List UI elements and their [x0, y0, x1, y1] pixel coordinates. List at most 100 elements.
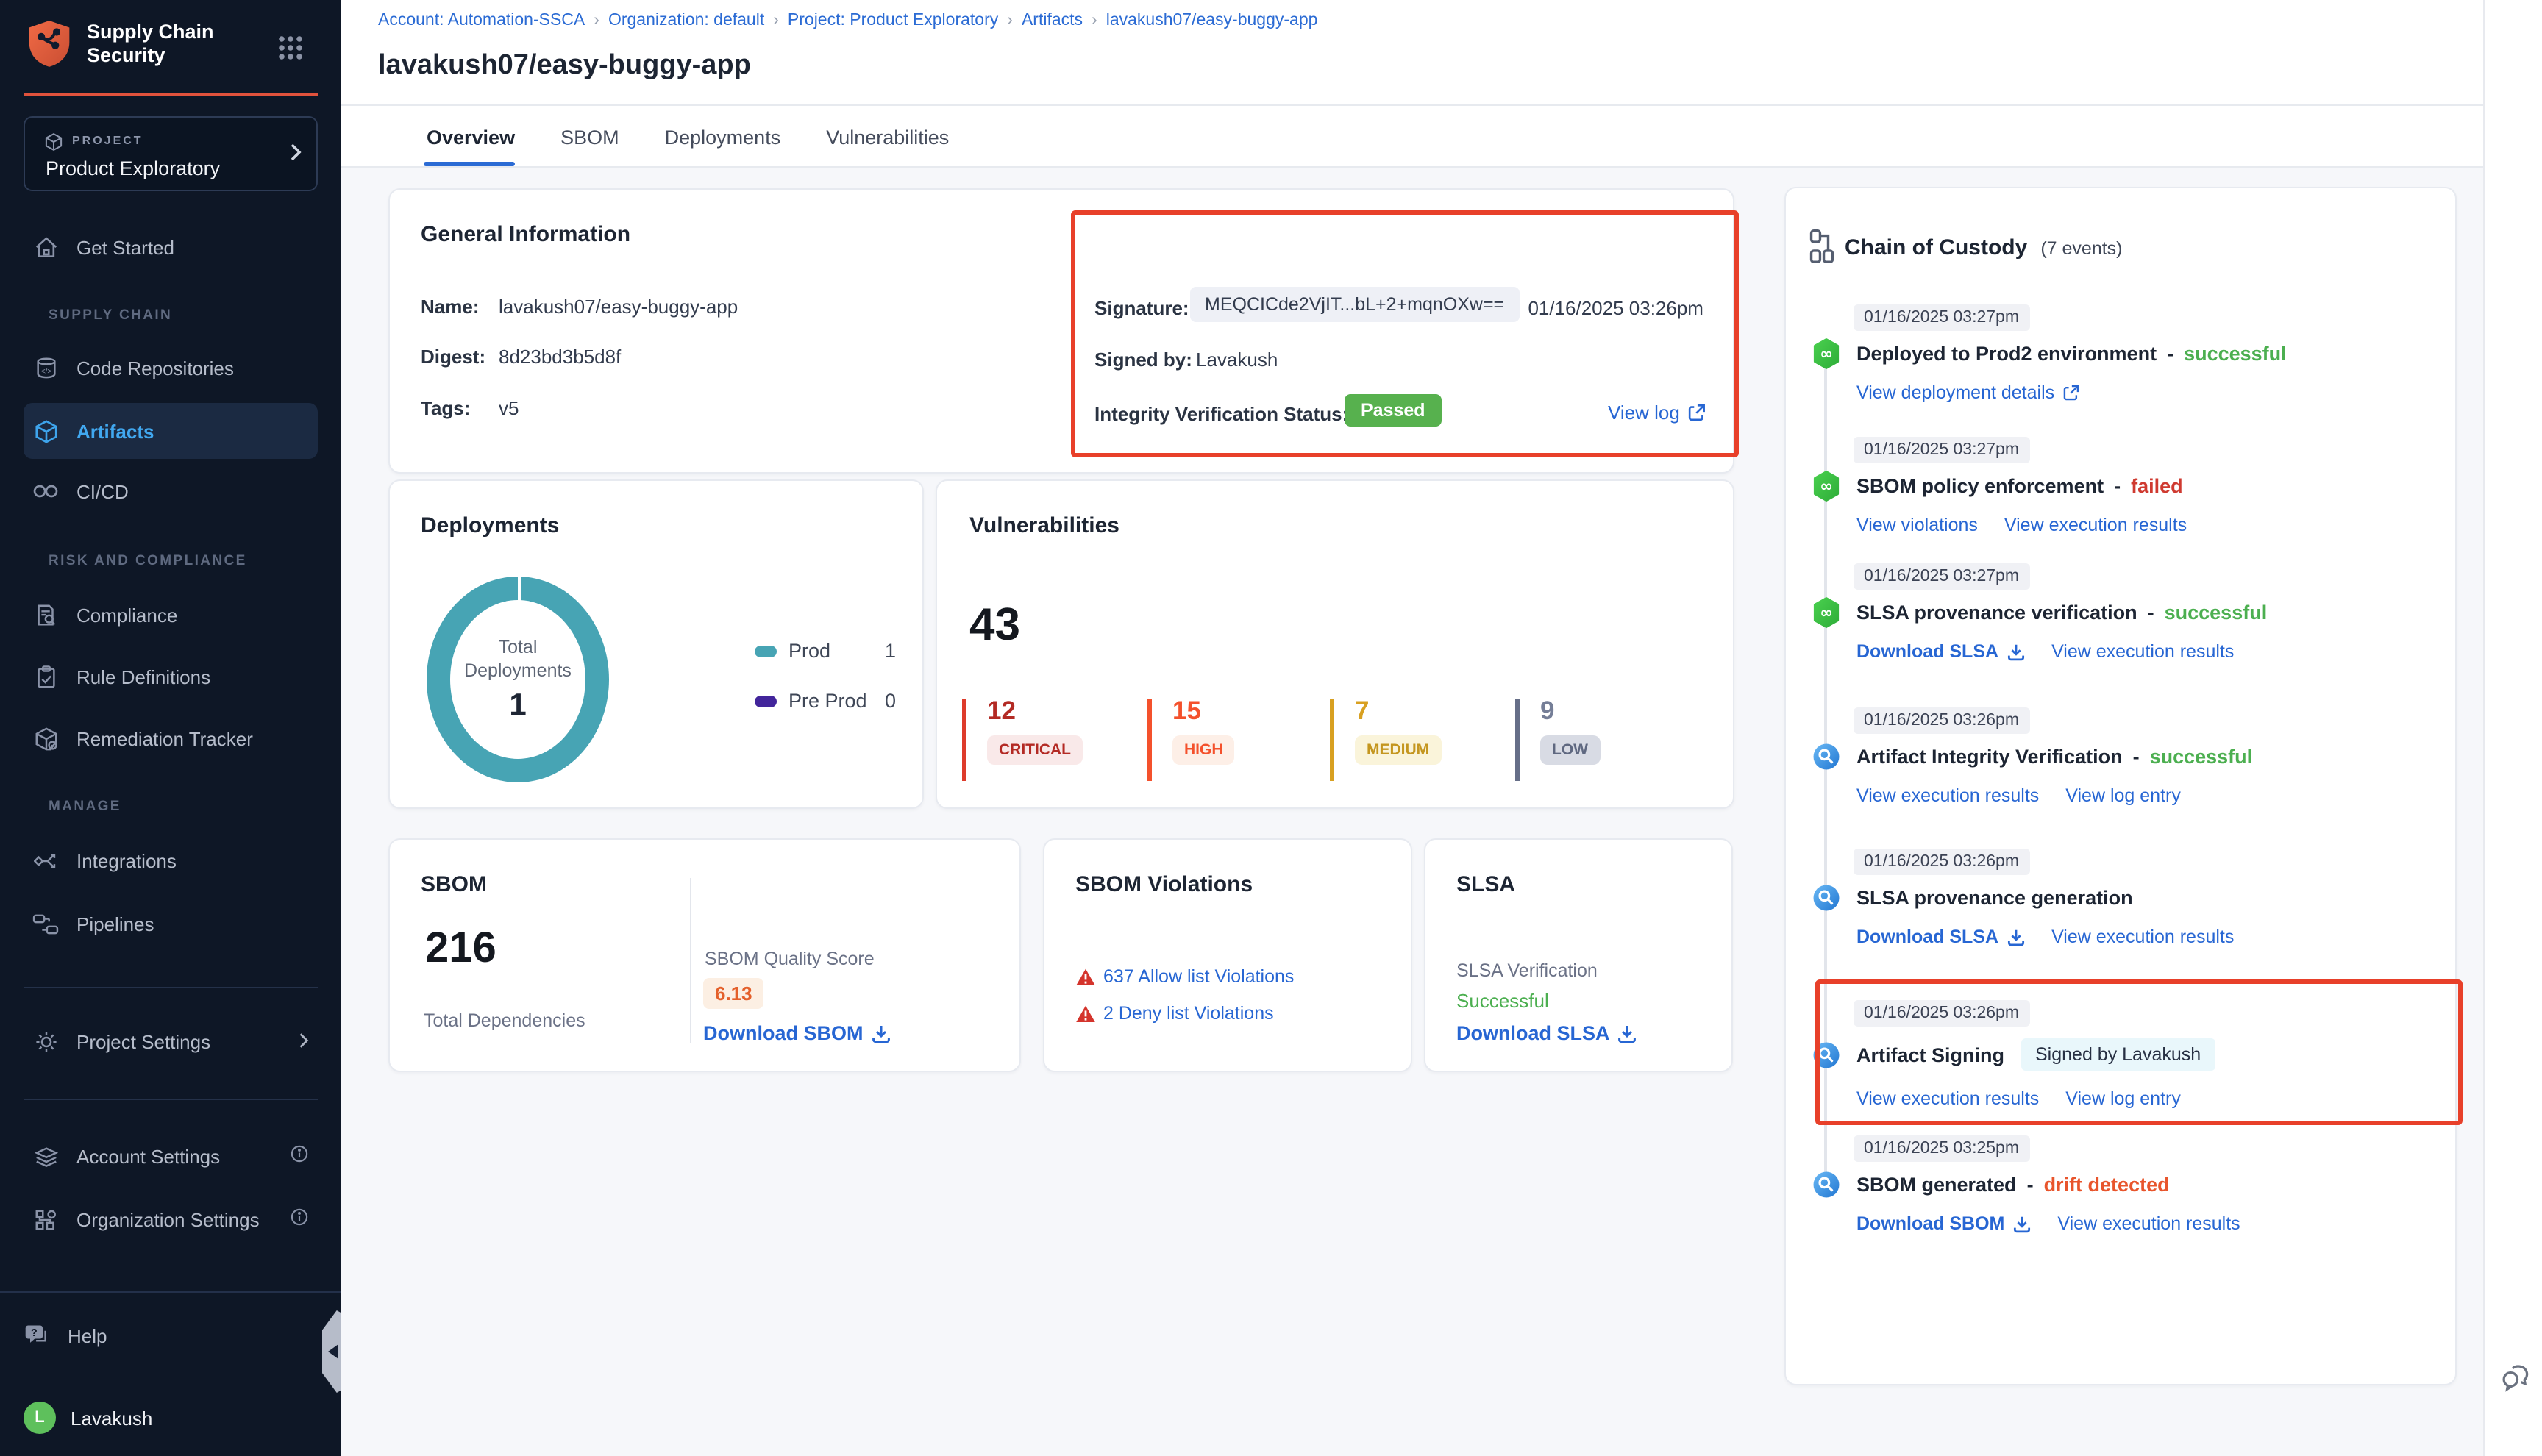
sidebar-item-artifacts[interactable]: Artifacts	[24, 403, 318, 459]
event-status: failed	[2131, 475, 2183, 497]
view-execution-results-link[interactable]: View execution results	[2057, 1213, 2240, 1234]
download-slsa-link[interactable]: Download SLSA	[1856, 641, 2025, 662]
breadcrumb-separator: ›	[1007, 12, 1013, 29]
view-execution-results-link[interactable]: View execution results	[1856, 1088, 2039, 1109]
sidebar-item-get-started[interactable]: Get Started	[24, 225, 318, 269]
user-menu[interactable]: L Lavakush	[15, 1396, 309, 1440]
link-label: View execution results	[2004, 515, 2187, 535]
external-link-icon	[1688, 404, 1705, 421]
event-timestamp: 01/16/2025 03:26pm	[1854, 707, 2030, 734]
view-log-link[interactable]: View log	[1608, 402, 1706, 424]
sidebar-item-project-settings[interactable]: Project Settings	[24, 1019, 318, 1063]
project-selector[interactable]: PROJECT Product Exploratory	[24, 116, 318, 191]
scan-event-icon	[1812, 1169, 1840, 1200]
sidebar-item-rule-definitions[interactable]: Rule Definitions	[24, 654, 318, 699]
feedback-chat-icon[interactable]	[2499, 1360, 2533, 1402]
collapse-arrow-icon	[328, 1344, 338, 1359]
breadcrumb-account[interactable]: Account: Automation-SSCA	[378, 12, 585, 29]
event-timestamp: 01/16/2025 03:27pm	[1854, 563, 2030, 590]
donut-center-value: 1	[509, 688, 527, 722]
legend-label: Pre Prod	[788, 690, 867, 712]
sidebar-item-remediation-tracker[interactable]: Remediation Tracker	[24, 716, 318, 760]
slsa-status: Successful	[1456, 990, 1549, 1012]
sidebar-item-label: Rule Definitions	[76, 665, 211, 688]
signed-by-label: Signed by:	[1094, 349, 1192, 371]
app-grid-icon[interactable]	[278, 35, 303, 68]
donut-center-label: Total	[498, 637, 538, 657]
event-title: SBOM policy enforcement	[1856, 475, 2104, 497]
sidebar-item-pipelines[interactable]: Pipelines	[24, 902, 318, 946]
chain-event-sbom-generated: 01/16/2025 03:25pm SBOM generated - drif…	[1813, 1134, 2448, 1234]
view-execution-results-link[interactable]: View execution results	[2004, 515, 2187, 535]
sidebar-item-compliance[interactable]: Compliance	[24, 593, 318, 637]
event-title: Artifact Integrity Verification	[1856, 746, 2123, 768]
tab-overview[interactable]: Overview	[427, 126, 516, 149]
signed-by-badge: Signed by Lavakush	[2021, 1038, 2216, 1071]
sidebar-item-code-repositories[interactable]: </> Code Repositories	[24, 346, 318, 390]
view-log-entry-link[interactable]: View log entry	[2065, 785, 2181, 806]
view-deployment-details-link[interactable]: View deployment details	[1856, 382, 2079, 403]
download-slsa-link[interactable]: Download SLSA	[1856, 927, 2025, 947]
event-title: Artifact Signing	[1856, 1043, 2004, 1066]
view-log-entry-link[interactable]: View log entry	[2065, 1088, 2181, 1109]
app-logo-shield-icon	[26, 19, 72, 75]
sbom-violations-card: SBOM Violations 637 Allow list Violation…	[1043, 838, 1412, 1072]
legend-value: 1	[884, 640, 896, 662]
scan-event-icon	[1812, 882, 1840, 913]
header-divider	[341, 104, 2542, 106]
view-violations-link[interactable]: View violations	[1856, 515, 1978, 535]
code-repo-icon: </>	[32, 354, 59, 381]
deny-list-violations-link[interactable]: 2 Deny list Violations	[1075, 1003, 1274, 1024]
tab-deployments[interactable]: Deployments	[664, 126, 781, 149]
tab-sbom[interactable]: SBOM	[560, 126, 619, 149]
sidebar-item-cicd[interactable]: CI/CD	[24, 469, 318, 513]
event-dash: -	[2132, 746, 2140, 768]
breadcrumb-current[interactable]: lavakush07/easy-buggy-app	[1106, 12, 1318, 29]
breadcrumb-organization[interactable]: Organization: default	[608, 12, 765, 29]
status-badge-passed: Passed	[1345, 394, 1442, 427]
download-slsa-link[interactable]: Download SLSA	[1456, 1022, 1638, 1044]
card-title: Vulnerabilities	[969, 513, 1119, 538]
view-execution-results-link[interactable]: View execution results	[2051, 641, 2234, 662]
sbom-total: 216	[425, 925, 496, 972]
sidebar: Supply Chain Security PROJECT Product Ex…	[0, 0, 349, 1456]
warning-icon	[1076, 968, 1095, 985]
vulnerabilities-total: 43	[969, 599, 1020, 650]
view-execution-results-link[interactable]: View execution results	[2051, 927, 2234, 947]
remediation-box-icon	[32, 725, 59, 752]
sidebar-item-label: Help	[68, 1324, 107, 1346]
legend-label: Prod	[788, 640, 831, 662]
allow-list-violations-link[interactable]: 637 Allow list Violations	[1075, 966, 1294, 987]
cicd-infinity-icon	[32, 478, 59, 504]
link-label: Download SLSA	[1856, 927, 1999, 947]
tab-vulnerabilities[interactable]: Vulnerabilities	[826, 126, 950, 149]
breadcrumb-artifacts[interactable]: Artifacts	[1021, 12, 1083, 29]
user-name: Lavakush	[71, 1407, 153, 1429]
sidebar-item-help[interactable]: ? Help	[15, 1313, 309, 1357]
download-icon	[1618, 1025, 1637, 1043]
active-tab-underline	[424, 162, 515, 166]
pipeline-event-icon: ∞	[1812, 338, 1840, 369]
artifact-cube-icon	[32, 418, 59, 444]
breadcrumb-separator: ›	[1092, 12, 1097, 29]
sidebar-item-account-settings[interactable]: Account Settings	[24, 1134, 318, 1178]
account-layers-icon	[32, 1143, 59, 1169]
legend-swatch-prod	[755, 645, 777, 657]
app-title-line2: Security	[87, 44, 165, 66]
severity-badge: HIGH	[1172, 735, 1235, 764]
download-sbom-link[interactable]: Download SBOM	[703, 1022, 891, 1044]
external-link-icon	[2062, 385, 2079, 401]
event-dash: -	[2167, 343, 2174, 365]
severity-count: 9	[1540, 696, 1555, 725]
integrations-icon	[32, 847, 59, 874]
view-execution-results-link[interactable]: View execution results	[1856, 785, 2039, 806]
breadcrumb-project[interactable]: Project: Product Exploratory	[787, 12, 999, 29]
deployments-card: Deployments Total Deployments 1 Prod 1 P…	[388, 479, 924, 809]
tags-value: v5	[499, 397, 519, 419]
link-label: View execution results	[1856, 1088, 2040, 1109]
sidebar-item-organization-settings[interactable]: Organization Settings	[24, 1197, 318, 1241]
card-title: SLSA	[1456, 872, 1516, 897]
sidebar-item-integrations[interactable]: Integrations	[24, 838, 318, 882]
sidebar-item-label: CI/CD	[76, 480, 129, 502]
download-sbom-link[interactable]: Download SBOM	[1856, 1213, 2031, 1234]
